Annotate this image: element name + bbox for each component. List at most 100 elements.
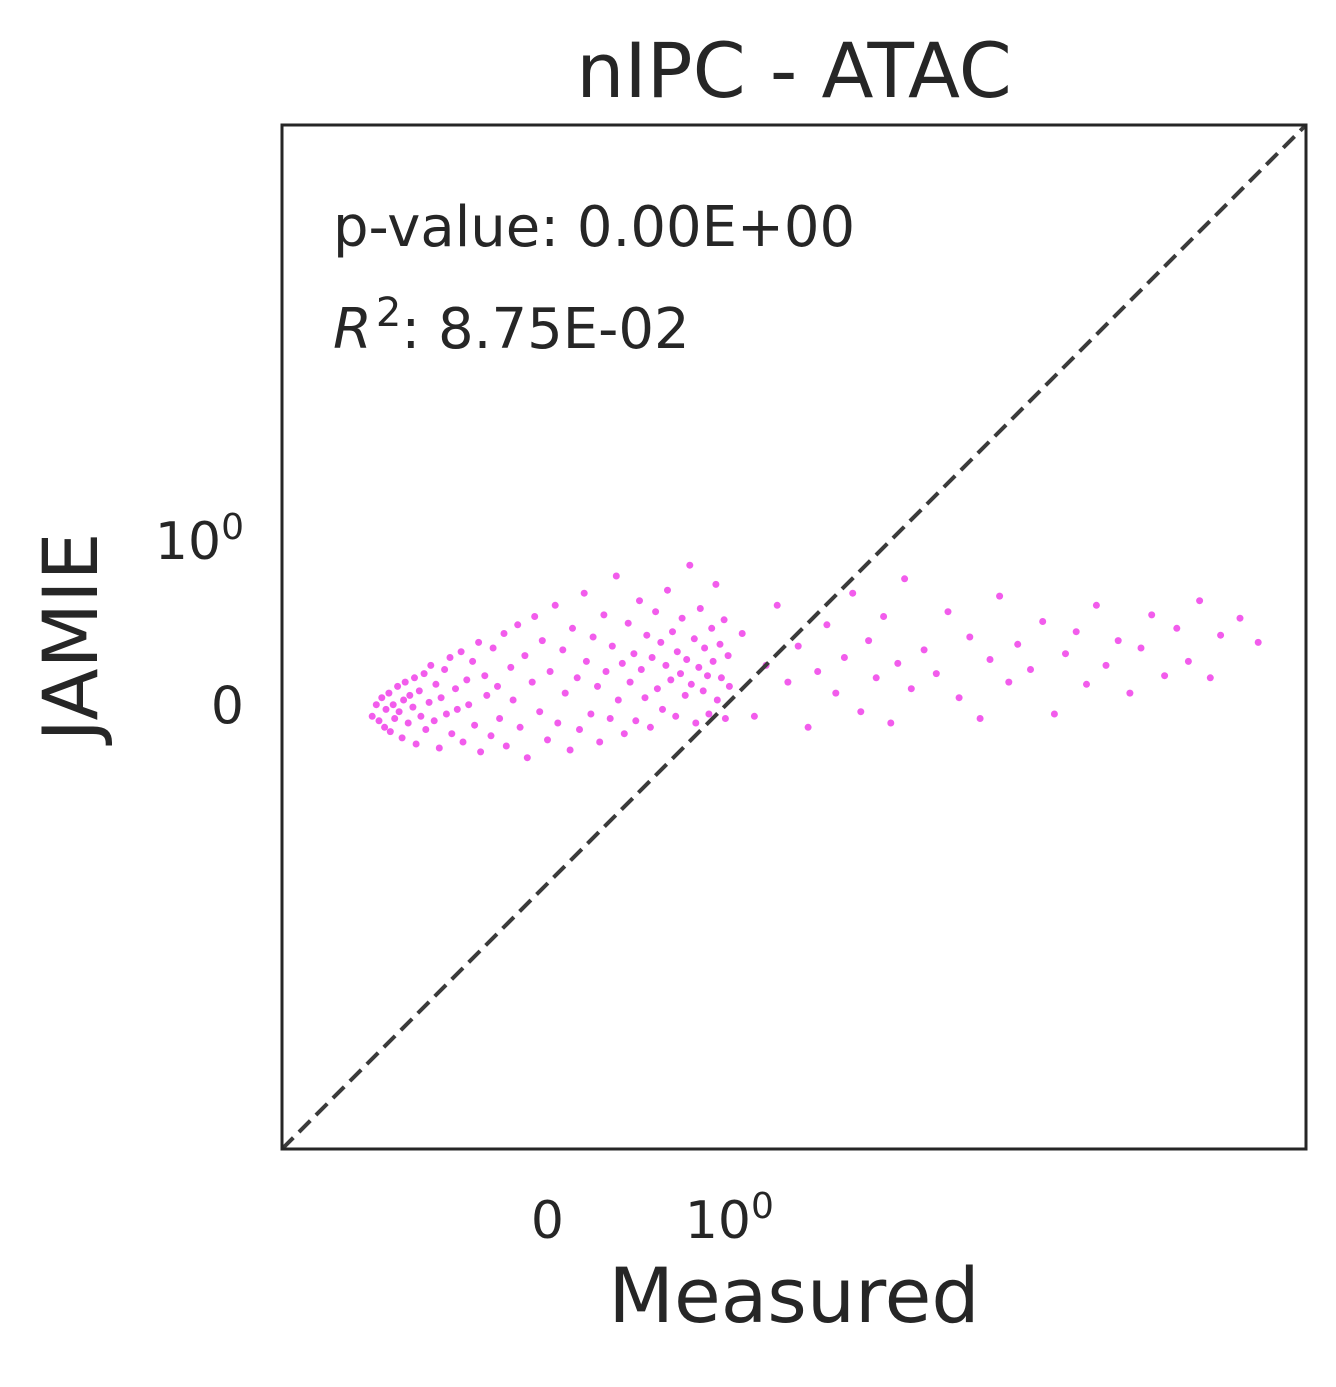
data-point: [687, 680, 695, 688]
data-point: [406, 691, 414, 699]
data-point: [646, 723, 654, 731]
data-point: [1114, 637, 1122, 645]
data-point: [681, 691, 689, 699]
data-point: [502, 742, 510, 750]
data-point: [514, 621, 522, 629]
data-point: [966, 633, 974, 641]
data-point: [705, 710, 713, 718]
data-point: [430, 717, 438, 725]
data-point: [901, 575, 909, 583]
data-point: [452, 685, 459, 693]
data-point: [582, 657, 590, 665]
data-point: [448, 730, 456, 738]
data-point: [471, 721, 479, 729]
data-point: [618, 659, 626, 667]
x-axis-label: Measured: [608, 1251, 979, 1340]
data-point: [996, 592, 1004, 600]
data-point: [1254, 638, 1262, 646]
data-point: [1102, 661, 1110, 669]
data-point: [686, 561, 694, 569]
data-point: [664, 586, 671, 594]
data-point: [509, 696, 517, 704]
data-point: [531, 613, 539, 620]
data-point: [589, 633, 597, 641]
data-point: [459, 738, 467, 746]
data-point: [636, 597, 643, 605]
data-point: [704, 672, 711, 680]
data-point: [750, 712, 758, 720]
data-point: [544, 736, 551, 744]
data-point: [457, 648, 465, 656]
data-point: [955, 694, 963, 702]
scatter-points: [368, 561, 1262, 762]
data-point: [1062, 650, 1069, 658]
data-point: [773, 601, 781, 609]
data-point: [1083, 680, 1090, 688]
data-point: [389, 701, 397, 709]
data-point: [624, 619, 632, 627]
data-point: [724, 652, 732, 660]
data-point: [857, 708, 865, 716]
data-point: [713, 696, 721, 704]
data-point: [375, 717, 383, 725]
x-tick-label: 0: [531, 1191, 564, 1251]
y-tick-label: 0: [211, 677, 244, 737]
data-point: [1005, 678, 1013, 686]
data-point: [561, 689, 569, 697]
data-point: [683, 656, 691, 663]
data-point: [516, 723, 524, 731]
data-point: [420, 670, 428, 678]
data-point: [1014, 640, 1022, 648]
data-point: [612, 572, 620, 580]
data-point: [699, 687, 707, 695]
pvalue-annotation: p-value: 0.00E+00: [333, 195, 855, 260]
data-point: [653, 685, 661, 693]
data-point: [536, 708, 544, 716]
data-point: [483, 691, 491, 699]
data-point: [398, 734, 406, 742]
data-point: [1072, 628, 1080, 636]
data-point: [794, 642, 802, 650]
data-point: [538, 637, 546, 645]
chart-title: nIPC - ATAC: [576, 26, 1012, 115]
data-point: [614, 696, 622, 704]
plot-frame: [280, 123, 1308, 1151]
data-point: [507, 663, 515, 671]
data-point: [712, 580, 720, 588]
data-point: [602, 668, 610, 675]
data-point: [1148, 611, 1156, 619]
data-point: [415, 687, 423, 695]
data-point: [673, 648, 681, 656]
x-tick-labels: 0 100: [531, 1186, 774, 1251]
data-point: [446, 654, 454, 661]
data-point: [709, 657, 717, 665]
data-point: [385, 689, 393, 697]
data-point: [814, 668, 822, 675]
data-point: [395, 708, 403, 716]
data-point: [690, 635, 698, 643]
data-point: [382, 705, 390, 713]
data-point: [559, 646, 567, 654]
data-point: [368, 712, 376, 720]
data-point: [1027, 666, 1034, 673]
data-point: [652, 608, 660, 616]
data-point: [1184, 657, 1192, 665]
data-point: [669, 628, 676, 636]
data-point: [696, 605, 704, 612]
data-point: [554, 719, 562, 727]
data-point: [496, 715, 504, 722]
data-point: [1217, 631, 1225, 639]
data-point: [932, 670, 940, 678]
data-point: [720, 616, 728, 624]
data-point: [677, 670, 684, 678]
data-point: [475, 638, 483, 646]
data-point: [425, 698, 433, 706]
data-point: [976, 715, 984, 722]
data-point: [435, 744, 443, 752]
data-point: [865, 637, 873, 645]
data-point: [672, 712, 680, 720]
data-point: [637, 666, 645, 673]
data-point: [725, 682, 733, 690]
data-point: [487, 732, 495, 740]
